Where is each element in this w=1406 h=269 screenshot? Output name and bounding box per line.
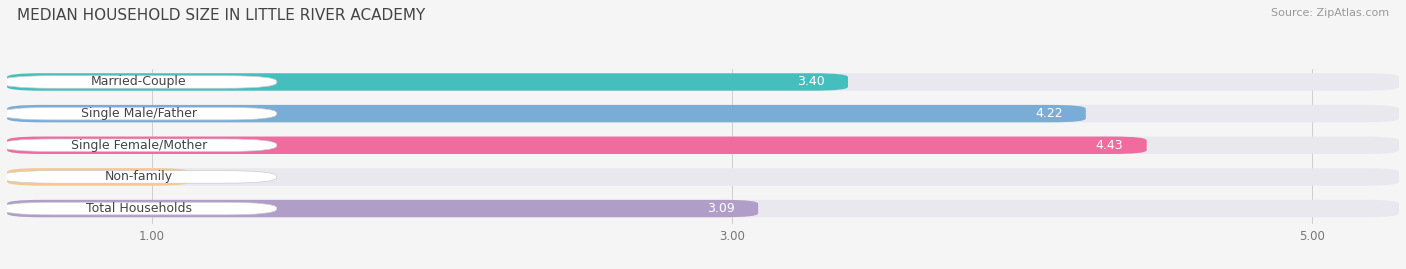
Text: Source: ZipAtlas.com: Source: ZipAtlas.com (1271, 8, 1389, 18)
FancyBboxPatch shape (1, 139, 277, 151)
Text: 3.09: 3.09 (707, 202, 735, 215)
FancyBboxPatch shape (7, 105, 1399, 122)
FancyBboxPatch shape (7, 168, 1399, 186)
FancyBboxPatch shape (7, 137, 1147, 154)
Text: 4.43: 4.43 (1095, 139, 1123, 152)
FancyBboxPatch shape (7, 73, 1399, 91)
FancyBboxPatch shape (1, 76, 277, 88)
Text: 3.40: 3.40 (797, 76, 825, 89)
FancyBboxPatch shape (7, 200, 1399, 217)
Text: MEDIAN HOUSEHOLD SIZE IN LITTLE RIVER ACADEMY: MEDIAN HOUSEHOLD SIZE IN LITTLE RIVER AC… (17, 8, 425, 23)
FancyBboxPatch shape (7, 137, 1399, 154)
FancyBboxPatch shape (1, 202, 277, 215)
FancyBboxPatch shape (7, 73, 848, 91)
FancyBboxPatch shape (7, 105, 1085, 122)
Text: Total Households: Total Households (86, 202, 193, 215)
Text: Single Male/Father: Single Male/Father (82, 107, 197, 120)
Text: Married-Couple: Married-Couple (91, 76, 187, 89)
FancyBboxPatch shape (1, 171, 277, 183)
FancyBboxPatch shape (7, 168, 190, 186)
Text: Single Female/Mother: Single Female/Mother (70, 139, 207, 152)
Text: Non-family: Non-family (105, 170, 173, 183)
FancyBboxPatch shape (1, 107, 277, 120)
FancyBboxPatch shape (7, 200, 758, 217)
Text: 4.22: 4.22 (1035, 107, 1063, 120)
Text: 1.13: 1.13 (219, 170, 246, 183)
